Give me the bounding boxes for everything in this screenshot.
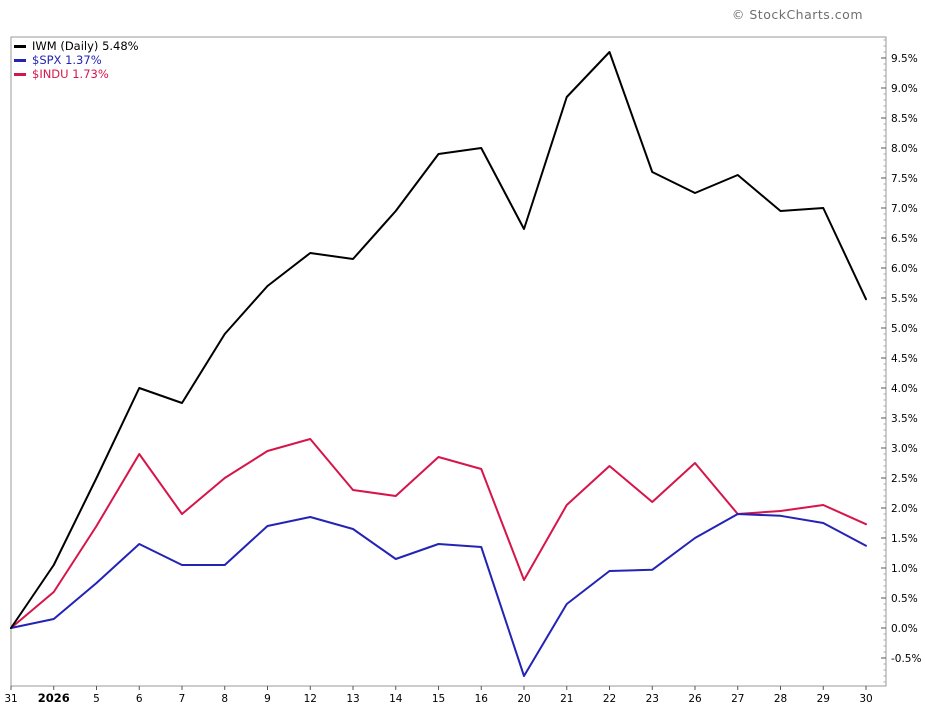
indu-line-swatch-icon — [14, 73, 26, 76]
y-tick-label: 0.5% — [891, 593, 918, 605]
legend-item-spx: $SPX 1.37% — [14, 54, 139, 67]
y-tick-label: 9.5% — [891, 53, 918, 65]
legend-label-iwm: IWM (Daily) 5.48% — [32, 39, 139, 53]
x-tick-label: 16 — [475, 693, 489, 705]
x-tick-label: 5 — [93, 693, 100, 705]
x-tick-label: 29 — [817, 693, 830, 705]
y-tick-label: 0.0% — [891, 623, 918, 635]
y-tick-label: 7.0% — [891, 203, 918, 215]
x-tick-label: 7 — [179, 693, 186, 705]
y-tick-label: 6.5% — [891, 233, 918, 245]
x-tick-label: 13 — [346, 693, 359, 705]
y-tick-label: 7.5% — [891, 173, 918, 185]
plot-border — [10, 36, 887, 687]
legend-item-indu: $INDU 1.73% — [14, 68, 139, 81]
y-tick-label: 2.0% — [891, 503, 918, 515]
x-tick-label: 14 — [389, 693, 403, 705]
y-tick-label: 5.0% — [891, 323, 918, 335]
y-tick-label: 8.0% — [891, 143, 918, 155]
legend-item-iwm: IWM (Daily) 5.48% — [14, 40, 139, 53]
spx-line — [10, 513, 867, 677]
iwm-line-swatch-icon — [14, 45, 26, 48]
y-tick-label: 8.5% — [891, 113, 918, 125]
legend-label-spx: $SPX 1.37% — [32, 53, 102, 67]
x-tick-label: 2026 — [38, 691, 70, 705]
x-tick-label: 8 — [221, 693, 228, 705]
y-tick-label: 1.0% — [891, 563, 918, 575]
iwm-line — [10, 51, 867, 629]
x-tick-label: 23 — [646, 693, 659, 705]
y-tick-label: 6.0% — [891, 263, 918, 275]
y-tick-label: -0.5% — [891, 653, 921, 665]
x-tick-label: 12 — [304, 693, 317, 705]
x-tick-label: 15 — [432, 693, 445, 705]
x-tick-label: 21 — [560, 693, 573, 705]
x-tick-label: 20 — [517, 693, 530, 705]
y-tick-label: 5.5% — [891, 293, 918, 305]
stockcharts-credit: © StockCharts.com — [731, 7, 863, 22]
x-tick-label: 22 — [603, 693, 616, 705]
y-tick-label: 4.0% — [891, 383, 918, 395]
chart-legend: IWM (Daily) 5.48% $SPX 1.37% $INDU 1.73% — [14, 40, 139, 81]
y-tick-label: 3.5% — [891, 413, 918, 425]
y-tick-label: 9.0% — [891, 83, 918, 95]
x-tick-label: 27 — [731, 693, 744, 705]
x-tick-label: 31 — [4, 693, 17, 705]
legend-label-indu: $INDU 1.73% — [32, 67, 109, 81]
x-tick-label: 28 — [774, 693, 787, 705]
x-tick-label: 9 — [264, 693, 271, 705]
x-tick-label: 6 — [136, 693, 143, 705]
y-tick-label: 2.5% — [891, 473, 918, 485]
spx-line-swatch-icon — [14, 59, 26, 62]
x-tick-label: 30 — [859, 693, 872, 705]
y-tick-label: 4.5% — [891, 353, 918, 365]
x-tick-label: 26 — [688, 693, 702, 705]
indu-line — [10, 438, 867, 629]
y-tick-label: 3.0% — [891, 443, 918, 455]
y-tick-label: 1.5% — [891, 533, 918, 545]
